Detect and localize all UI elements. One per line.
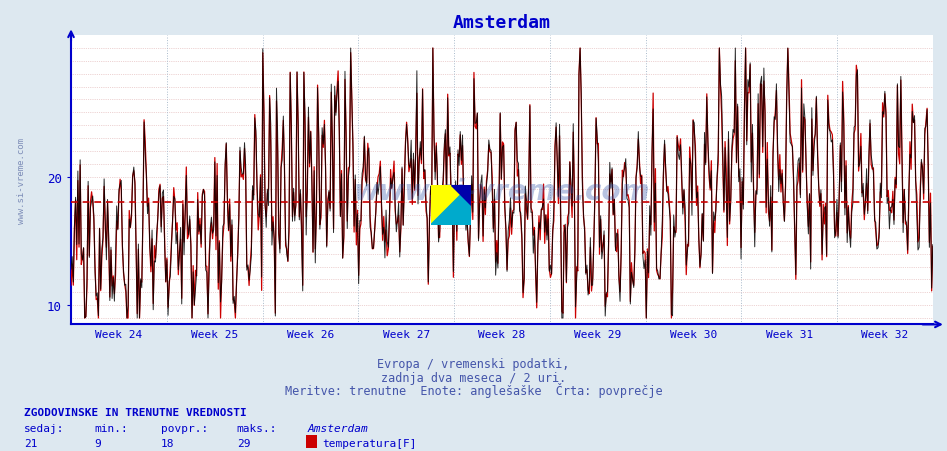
Text: sedaj:: sedaj: bbox=[24, 423, 64, 433]
Text: www.si-vreme.com: www.si-vreme.com bbox=[16, 138, 26, 223]
Text: 29: 29 bbox=[237, 437, 250, 447]
Text: ZGODOVINSKE IN TRENUTNE VREDNOSTI: ZGODOVINSKE IN TRENUTNE VREDNOSTI bbox=[24, 407, 246, 417]
Text: 18: 18 bbox=[161, 437, 174, 447]
Text: maks.:: maks.: bbox=[237, 423, 277, 433]
Text: 21: 21 bbox=[24, 437, 37, 447]
Text: min.:: min.: bbox=[95, 423, 129, 433]
Text: Meritve: trenutne  Enote: anglešaške  Črta: povprečje: Meritve: trenutne Enote: anglešaške Črta… bbox=[285, 382, 662, 398]
Text: Evropa / vremenski podatki,: Evropa / vremenski podatki, bbox=[377, 358, 570, 371]
Text: www.si-vreme.com: www.si-vreme.com bbox=[353, 178, 651, 206]
Text: 9: 9 bbox=[95, 437, 101, 447]
Polygon shape bbox=[451, 185, 471, 205]
Text: Amsterdam: Amsterdam bbox=[308, 423, 368, 433]
Text: temperatura[F]: temperatura[F] bbox=[322, 437, 417, 447]
Title: Amsterdam: Amsterdam bbox=[453, 14, 551, 32]
Polygon shape bbox=[431, 185, 471, 225]
Text: povpr.:: povpr.: bbox=[161, 423, 208, 433]
Polygon shape bbox=[431, 185, 471, 225]
Text: zadnja dva meseca / 2 uri.: zadnja dva meseca / 2 uri. bbox=[381, 371, 566, 384]
